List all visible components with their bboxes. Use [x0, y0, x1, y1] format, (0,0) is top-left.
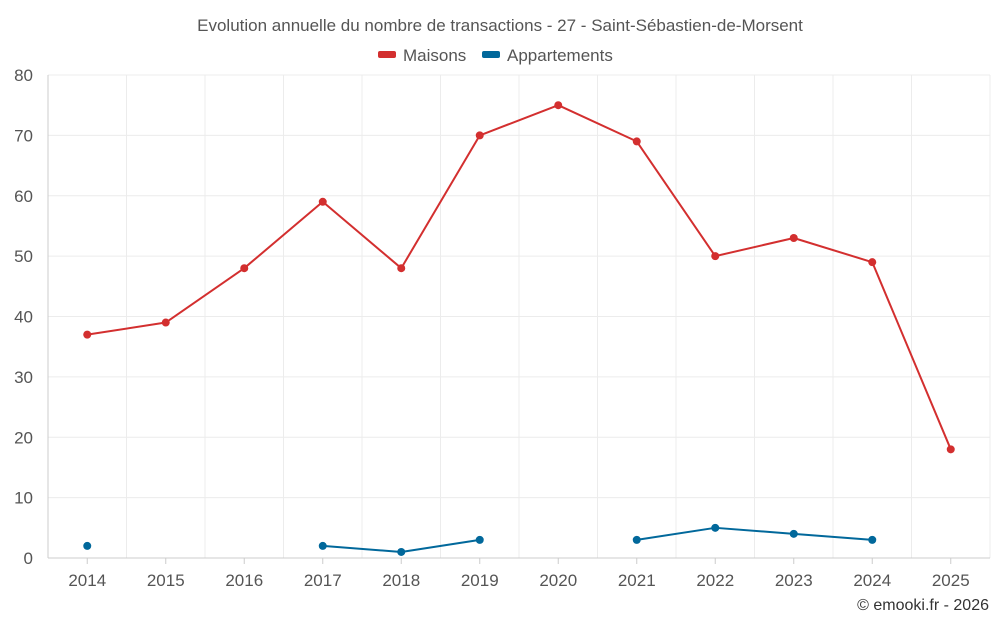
x-tick-label: 2024: [853, 571, 891, 590]
y-tick-label: 80: [14, 66, 33, 85]
x-tick-label: 2014: [68, 571, 106, 590]
y-tick-label: 10: [14, 489, 33, 508]
y-tick-label: 20: [14, 428, 33, 447]
series: [83, 101, 955, 556]
legend-item-maisons[interactable]: Maisons: [378, 46, 466, 65]
x-tick-label: 2015: [147, 571, 185, 590]
credit: © emooki.fr - 2026: [857, 597, 989, 614]
data-point-maisons[interactable]: [240, 264, 249, 273]
legend-swatch-maisons: [378, 51, 396, 58]
data-point-maisons[interactable]: [868, 258, 877, 267]
data-point-appartements[interactable]: [397, 547, 406, 556]
data-point-maisons[interactable]: [711, 252, 720, 261]
y-tick-label: 60: [14, 187, 33, 206]
series-maisons: [83, 101, 955, 454]
legend-swatch-appartements: [482, 51, 500, 58]
data-point-maisons[interactable]: [554, 101, 563, 110]
legend-label-maisons: Maisons: [403, 46, 466, 65]
data-point-appartements[interactable]: [475, 535, 484, 544]
data-point-maisons[interactable]: [161, 318, 170, 327]
data-point-appartements[interactable]: [868, 535, 877, 544]
data-point-appartements[interactable]: [318, 541, 327, 550]
data-point-maisons[interactable]: [946, 445, 955, 454]
x-tick-label: 2016: [225, 571, 263, 590]
x-tick-label: 2022: [696, 571, 734, 590]
chart-title: Evolution annuelle du nombre de transact…: [197, 16, 803, 35]
data-point-appartements[interactable]: [711, 523, 720, 532]
series-line-maisons: [87, 104, 952, 450]
y-tick-label: 30: [14, 368, 33, 387]
x-tick-label: 2020: [539, 571, 577, 590]
y-tick-label: 0: [24, 549, 33, 568]
data-point-maisons[interactable]: [475, 131, 484, 140]
legend-label-appartements: Appartements: [507, 46, 613, 65]
data-point-appartements[interactable]: [632, 535, 641, 544]
data-point-maisons[interactable]: [632, 137, 641, 146]
x-tick-label: 2019: [461, 571, 499, 590]
x-tick-label: 2018: [382, 571, 420, 590]
x-tick-label: 2025: [932, 571, 970, 590]
data-point-maisons[interactable]: [789, 234, 798, 243]
series-appartements: [83, 523, 877, 556]
data-point-appartements[interactable]: [83, 541, 92, 550]
y-tick-label: 40: [14, 308, 33, 327]
legend: Maisons Appartements: [378, 46, 613, 65]
data-point-maisons[interactable]: [83, 330, 92, 339]
x-tick-label: 2017: [304, 571, 342, 590]
x-tick-label: 2023: [775, 571, 813, 590]
data-point-appartements[interactable]: [789, 529, 798, 538]
x-tick-label: 2021: [618, 571, 656, 590]
data-point-maisons[interactable]: [397, 264, 406, 273]
y-tick-label: 50: [14, 247, 33, 266]
legend-item-appartements[interactable]: Appartements: [482, 46, 613, 65]
grid: [47, 74, 991, 558]
data-point-maisons[interactable]: [318, 197, 327, 206]
y-tick-label: 70: [14, 126, 33, 145]
axes: 0 10 20 30 40 50 60 70 80 2014 2015 2016 2017 2018 201…: [14, 66, 990, 590]
